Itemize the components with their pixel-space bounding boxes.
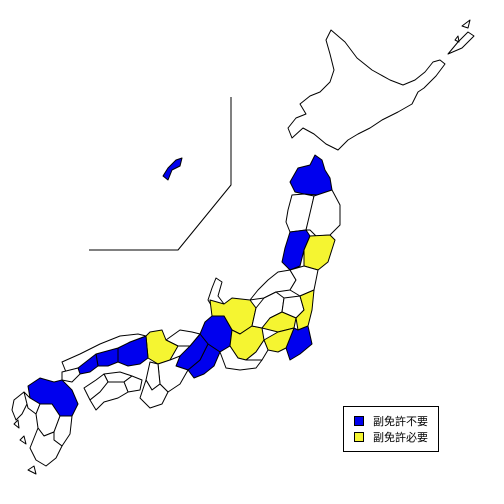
legend-item-license-required: 副免許必要: [354, 429, 438, 445]
kagoshima: [29, 427, 63, 467]
no-license-swatch: [354, 416, 364, 426]
hokkaido: [287, 29, 446, 151]
legend-item-no-license: 副免許不要: [354, 413, 438, 429]
miyagi: [303, 234, 336, 271]
no-license-label: 副免許不要: [373, 415, 428, 428]
legend: 副免許不要 副免許必要: [343, 406, 439, 452]
chiba: [285, 325, 313, 361]
kochi: [89, 381, 129, 411]
hokkaido-islands: [447, 19, 475, 55]
shizuoka: [219, 345, 263, 371]
shiga: [145, 329, 179, 365]
islands-sw: [13, 419, 37, 475]
yamaguchi: [61, 367, 81, 383]
inset-frame: [89, 97, 232, 251]
island-inset: [162, 157, 183, 181]
license-required-label: 副免許必要: [373, 431, 428, 444]
license-required-swatch: [354, 432, 364, 442]
wakayama: [139, 379, 169, 409]
aomori: [289, 154, 333, 196]
yamagata: [281, 229, 311, 271]
